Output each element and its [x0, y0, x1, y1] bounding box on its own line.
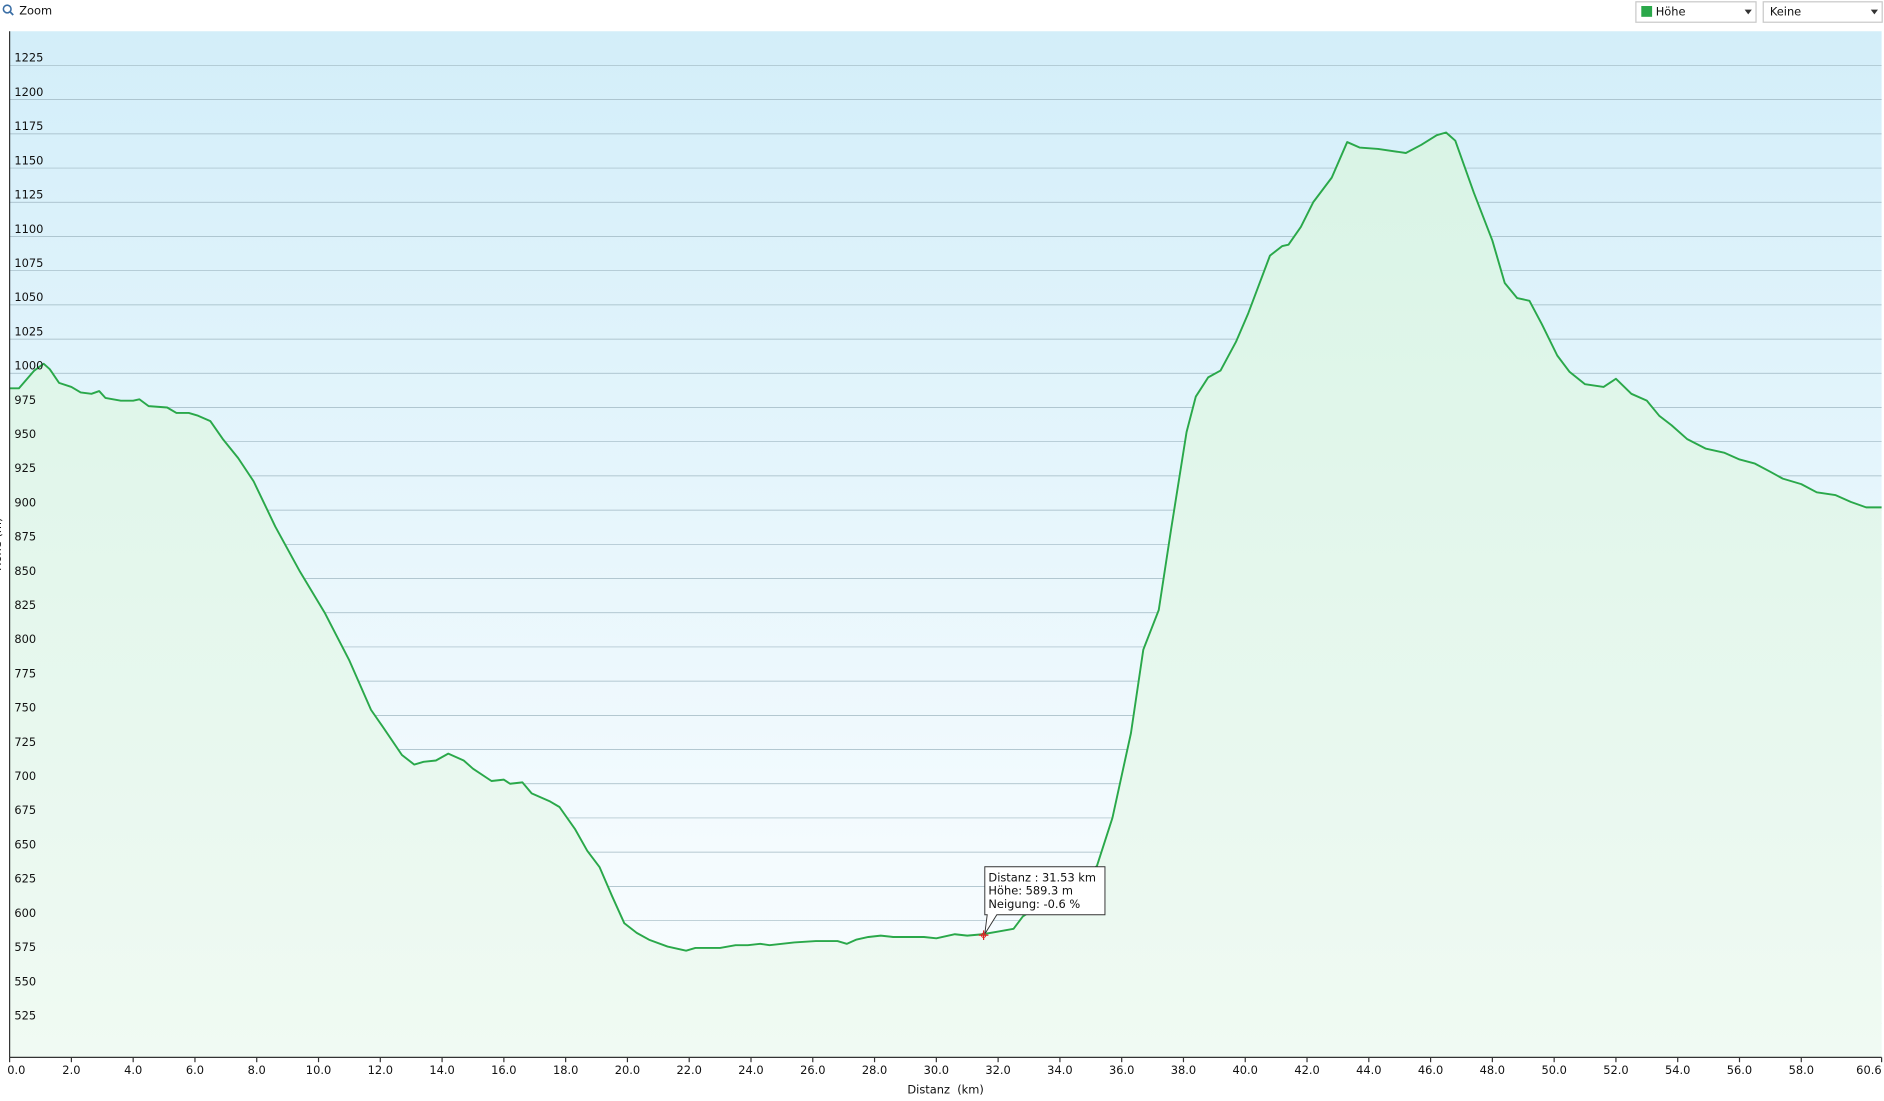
x-tick-label: 22.0 [677, 1063, 702, 1077]
elevation-line [9, 131, 1882, 952]
tooltip-key: Höhe: [988, 883, 1022, 897]
x-tick-label: 30.0 [924, 1063, 949, 1077]
legend-swatch [1641, 6, 1653, 17]
y-tick-label: 825 [14, 598, 36, 612]
y-tick-label: 975 [14, 393, 36, 407]
x-tick-label: 40.0 [1233, 1063, 1258, 1077]
y-tick-label: 1025 [14, 324, 43, 338]
dropdown-label: Höhe [1656, 5, 1686, 19]
x-tick-label: 12.0 [368, 1063, 393, 1077]
x-tick-label: 24.0 [738, 1063, 763, 1077]
zoom-icon [2, 4, 12, 14]
x-tick-label: 2.0 [62, 1063, 80, 1077]
dropdown-label: Keine [1770, 5, 1801, 19]
x-tick-label: 28.0 [862, 1063, 887, 1077]
dropdown-arrow [1870, 9, 1878, 15]
x-tick-label: 4.0 [124, 1063, 142, 1077]
y-tick-label: 875 [14, 530, 36, 544]
x-tick-label: 16.0 [491, 1063, 516, 1077]
x-tick-label: 50.0 [1541, 1063, 1566, 1077]
dropdown-arrow [1744, 9, 1752, 15]
x-tick-label: 8.0 [248, 1063, 266, 1077]
tooltip-box [984, 866, 1106, 935]
y-tick-label: 1125 [14, 188, 43, 202]
x-tick-label: 38.0 [1171, 1063, 1196, 1077]
tooltip: Distanz : 31.53 km Höhe: 589.3 m Neigung: -0.6% [984, 866, 1106, 935]
dropdown-box [1635, 1, 1757, 23]
tooltip-key: Neigung: [988, 896, 1040, 910]
y-tick-label: 1200 [14, 85, 43, 99]
zoom-button[interactable]: Zoom [2, 3, 52, 17]
y-tick-label: 950 [14, 427, 36, 441]
x-tick-label: 54.0 [1665, 1063, 1690, 1077]
y-tick-label: 675 [14, 803, 36, 817]
y-tick-label: 1000 [14, 359, 43, 373]
compare-dropdown[interactable]: Keine [1762, 1, 1883, 23]
x-axis-title: Distanz (km) [907, 1082, 983, 1096]
y-tick-label: 1075 [14, 256, 43, 270]
x-tick-label: 10.0 [306, 1063, 331, 1077]
dropdown-box [1762, 1, 1883, 23]
x-tick-label: 20.0 [615, 1063, 640, 1077]
y-tick-label: 550 [14, 974, 36, 988]
y-tick-label: 900 [14, 495, 36, 509]
y-tick-label: 575 [14, 940, 36, 954]
x-tick-label: 52.0 [1603, 1063, 1628, 1077]
x-tick-label: 44.0 [1356, 1063, 1381, 1077]
tooltip-key: Distanz : [988, 870, 1038, 884]
area-fill [9, 132, 1882, 1058]
y-tick-label: 625 [14, 872, 36, 886]
y-axis-title: Höhe (m) [0, 518, 4, 571]
tooltip-unit: % [1069, 896, 1080, 910]
y-tick-label: 525 [14, 1008, 36, 1022]
y-tick-label: 1050 [14, 290, 43, 304]
y-tick-label: 750 [14, 701, 36, 715]
y-tick-label: 1100 [14, 222, 43, 236]
y-tick-label: 925 [14, 461, 36, 475]
tooltip-value: 31.53 [1042, 870, 1075, 884]
tooltip-value: -0.6 [1044, 896, 1066, 910]
tooltip-line: Neigung: -0.6% [988, 896, 1080, 910]
tooltip-line: Distanz : 31.53 km [988, 870, 1096, 884]
x-tick-label: 60.6 [1856, 1063, 1881, 1077]
x-tick-label: 32.0 [985, 1063, 1010, 1077]
x-tick-label: 46.0 [1418, 1063, 1443, 1077]
hover-marker [978, 930, 989, 941]
y-tick-label: 600 [14, 906, 36, 920]
y-tick-label: 1175 [14, 119, 43, 133]
y-tick-label: 725 [14, 735, 36, 749]
x-tick-label: 42.0 [1294, 1063, 1319, 1077]
x-tick-label: 56.0 [1727, 1063, 1752, 1077]
zoom-icon [9, 11, 14, 16]
x-tick-label: 0.0 [7, 1063, 25, 1077]
tooltip-value: 589.3 [1026, 883, 1059, 897]
y-tick-label: 775 [14, 666, 36, 680]
x-tick-label: 26.0 [800, 1063, 825, 1077]
tooltip-unit: m [1062, 883, 1073, 897]
x-tick-label: 36.0 [1109, 1063, 1134, 1077]
y-tick-label: 1225 [14, 51, 43, 65]
x-tick-label: 18.0 [553, 1063, 578, 1077]
marker-dot [980, 932, 987, 938]
y-tick-label: 850 [14, 564, 36, 578]
y-tick-label: 1150 [14, 153, 43, 167]
tooltip-line: Höhe: 589.3 m [988, 883, 1073, 897]
x-tick-label: 14.0 [429, 1063, 454, 1077]
x-tick-label: 48.0 [1480, 1063, 1505, 1077]
tooltip-unit: km [1078, 870, 1096, 884]
y-tick-label: 800 [14, 632, 36, 646]
x-tick-label: 34.0 [1047, 1063, 1072, 1077]
zoom-label: Zoom [19, 3, 52, 17]
x-tick-label: 6.0 [186, 1063, 204, 1077]
series-dropdown[interactable]: Höhe [1635, 1, 1757, 23]
y-tick-label: 700 [14, 769, 36, 783]
y-tick-label: 650 [14, 837, 36, 851]
toolbar [0, 0, 1884, 31]
x-tick-label: 58.0 [1789, 1063, 1814, 1077]
